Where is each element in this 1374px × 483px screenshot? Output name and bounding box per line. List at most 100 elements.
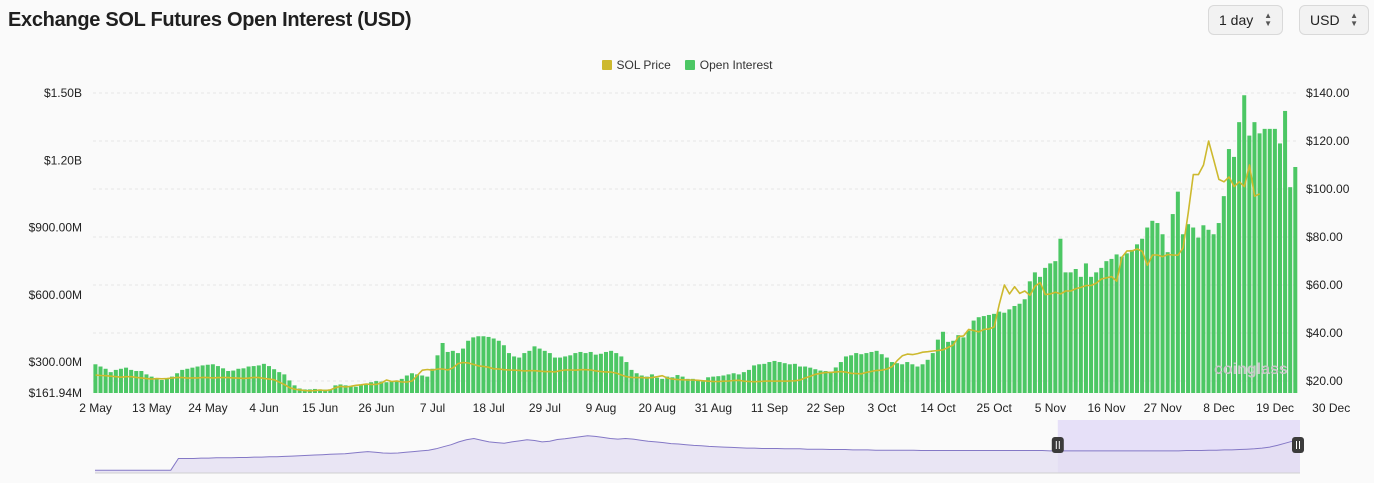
oi-bar <box>1155 223 1160 393</box>
navigator-right-handle[interactable] <box>1292 437 1304 453</box>
x-tick-label: 27 Nov <box>1144 401 1182 415</box>
oi-bar <box>598 353 603 393</box>
oi-bar <box>849 355 854 393</box>
navigator-left-handle[interactable] <box>1051 437 1064 453</box>
oi-bar <box>741 372 746 393</box>
oi-bar <box>558 357 563 393</box>
range-navigator[interactable] <box>95 420 1304 474</box>
oi-bar <box>1186 224 1191 393</box>
oi-bar <box>1191 227 1196 393</box>
oi-bar <box>1196 237 1201 393</box>
oi-bar <box>1170 214 1175 393</box>
oi-bar <box>486 336 491 393</box>
oi-bar <box>777 362 782 393</box>
oi-bar <box>1145 227 1150 393</box>
oi-bar <box>169 376 174 393</box>
oi-bar <box>772 360 777 393</box>
oi-bar <box>144 374 149 393</box>
oi-bar <box>685 378 690 393</box>
oi-bar <box>532 346 537 393</box>
oi-bar <box>915 366 920 393</box>
currency-select[interactable]: USD ▲ ▼ <box>1299 5 1369 35</box>
oi-bar <box>1262 128 1267 393</box>
oi-bar <box>966 330 971 393</box>
oi-bar <box>496 340 501 393</box>
oi-bar <box>583 353 588 393</box>
legend-swatch-open-interest <box>684 60 695 70</box>
x-tick-label: 2 May <box>79 401 112 415</box>
oi-bar <box>415 374 420 393</box>
legend-item-sol-price[interactable]: SOL Price <box>601 58 671 72</box>
oi-bar <box>1027 281 1032 393</box>
oi-bar <box>971 320 976 393</box>
oi-bar <box>787 364 792 393</box>
oi-bar <box>471 337 476 393</box>
x-tick-label: 19 Dec <box>1256 401 1294 415</box>
oi-bar <box>1232 156 1237 393</box>
right-tick-label: $140.00 <box>1306 86 1350 100</box>
oi-bar <box>701 381 706 393</box>
oi-bar <box>164 378 169 393</box>
x-tick-label: 8 Dec <box>1203 401 1234 415</box>
interval-select[interactable]: 1 day ▲ ▼ <box>1208 5 1283 35</box>
oi-bar <box>1221 196 1226 393</box>
oi-bar <box>1257 133 1262 394</box>
oi-bar <box>450 350 455 393</box>
oi-bar <box>838 362 843 393</box>
right-tick-label: $20.00 <box>1306 374 1343 388</box>
oi-bar <box>1252 122 1257 394</box>
oi-bar <box>1288 187 1293 393</box>
oi-bar <box>491 338 496 393</box>
oi-bar <box>813 369 818 393</box>
oi-bar <box>573 353 578 393</box>
oi-bar <box>328 389 333 393</box>
oi-bar <box>1068 272 1073 393</box>
oi-bar <box>384 382 389 393</box>
x-tick-label: 22 Sep <box>807 401 845 415</box>
oi-bar <box>782 363 787 393</box>
oi-bar <box>1272 128 1277 393</box>
oi-bar <box>93 364 98 393</box>
oi-bar <box>843 356 848 393</box>
x-tick-label: 20 Aug <box>639 401 676 415</box>
oi-bar <box>430 368 435 393</box>
oi-bar <box>1002 312 1007 393</box>
watermark-text: coinglass <box>1214 361 1288 378</box>
sol-price-line <box>95 140 1261 392</box>
oi-bar <box>1094 272 1099 393</box>
oi-bar <box>644 376 649 393</box>
oi-bar <box>910 364 915 393</box>
oi-bar <box>711 376 716 393</box>
legend-item-open-interest[interactable]: Open Interest <box>684 58 772 72</box>
x-tick-label: 11 Sep <box>751 401 788 415</box>
oi-bar <box>374 381 379 393</box>
oi-bar <box>389 381 394 393</box>
x-tick-label: 14 Oct <box>920 401 956 415</box>
oi-bar <box>706 377 711 393</box>
oi-bar <box>445 351 450 393</box>
oi-bar <box>976 317 981 393</box>
oi-bar <box>1053 261 1058 393</box>
left-y-axis: $161.94M $300.00M $600.00M $900.00M $1.20B $1… <box>29 86 82 400</box>
oi-bar <box>578 351 583 393</box>
handle-grip-icon <box>1051 437 1064 453</box>
oi-bar <box>675 375 680 393</box>
oi-bar <box>593 354 598 393</box>
oi-bar <box>241 368 246 393</box>
oi-bar <box>731 373 736 393</box>
oi-bar <box>920 364 925 393</box>
oi-bar <box>1165 252 1170 393</box>
oi-bar <box>1048 263 1053 393</box>
oi-bar <box>634 373 639 393</box>
oi-bar <box>879 354 884 393</box>
oi-bar <box>1012 305 1017 393</box>
oi-bar <box>757 364 762 393</box>
oi-bar <box>900 364 905 393</box>
oi-bar <box>660 378 665 393</box>
oi-bar <box>124 367 129 393</box>
oi-bar <box>1160 234 1165 393</box>
oi-bar <box>951 340 956 393</box>
oi-bar <box>481 336 486 393</box>
oi-bar <box>318 389 323 393</box>
